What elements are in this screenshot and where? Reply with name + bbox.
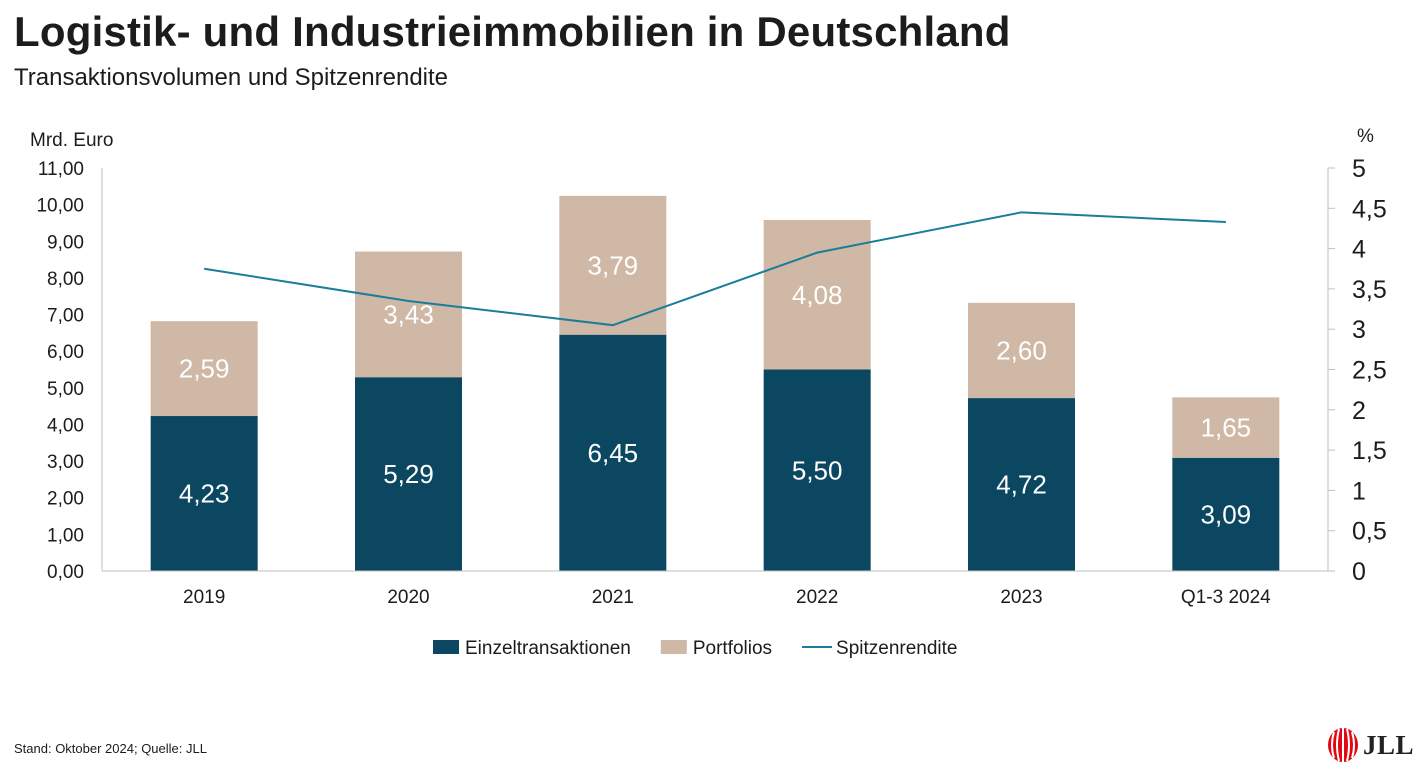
jll-logo: JLL [1327, 727, 1414, 763]
legend-label-einzeltransaktionen: Einzeltransaktionen [465, 638, 631, 659]
right-tick-label: 0 [1352, 558, 1366, 586]
bar-einzeltransaktionen-5 [968, 398, 1075, 571]
data-label-einzeltransaktionen-4: 5,50 [792, 455, 843, 485]
left-tick-label: 9,00 [47, 232, 84, 253]
left-tick-label: 2,00 [47, 489, 84, 510]
legend-swatch-portfolios [660, 640, 687, 654]
right-tick-label: 1,5 [1352, 437, 1387, 465]
right-tick-label: 2,5 [1352, 357, 1387, 385]
left-tick-label: 0,00 [47, 562, 84, 583]
left-tick-label: 10,00 [36, 196, 84, 217]
x-tick-label: 2019 [183, 587, 225, 608]
right-tick-label: 3 [1352, 316, 1366, 344]
bar-portfolios-2 [355, 251, 462, 378]
left-tick-label: 3,00 [47, 452, 84, 473]
chart-title: Logistik- und Industrieimmobilien in Deu… [14, 8, 1011, 55]
bar-einzeltransaktionen-6 [1172, 457, 1280, 571]
left-tick-label: 11,00 [38, 159, 84, 180]
data-label-einzeltransaktionen-6: 3,09 [1201, 499, 1252, 529]
x-tick-label: 2023 [1000, 587, 1042, 608]
data-label-portfolios-6: 1,65 [1201, 413, 1252, 443]
legend-swatch-einzeltransaktionen [433, 640, 459, 654]
data-label-portfolios-2: 3,43 [383, 299, 434, 329]
left-tick-label: 6,00 [47, 342, 84, 363]
legend-label-spitzenrendite: Spitzenrendite [836, 638, 957, 659]
right-tick-label: 4,5 [1352, 195, 1387, 223]
x-tick-label: 2021 [592, 587, 634, 608]
legend-label-portfolios: Portfolios [693, 638, 772, 659]
data-label-portfolios-1: 2,59 [179, 354, 230, 384]
right-tick-label: 2 [1352, 397, 1366, 425]
data-label-einzeltransaktionen-2: 5,29 [383, 459, 434, 489]
right-tick-label: 5 [1352, 155, 1366, 183]
left-tick-label: 8,00 [47, 269, 84, 290]
right-tick-label: 4 [1352, 236, 1366, 264]
line-spitzenrendite [204, 211, 1226, 327]
jll-logo-text: JLL [1363, 729, 1415, 760]
jll-logo-mark-icon [1328, 728, 1358, 762]
bar-portfolios-6 [1172, 397, 1280, 458]
left-tick-label: 7,00 [47, 306, 84, 327]
source-note: Stand: Oktober 2024; Quelle: JLL [14, 741, 207, 756]
left-axis-title: Mrd. Euro [30, 130, 113, 151]
data-label-einzeltransaktionen-5: 4,72 [996, 470, 1047, 500]
data-label-portfolios-5: 2,60 [996, 335, 1047, 365]
data-label-einzeltransaktionen-1: 4,23 [179, 479, 230, 509]
bar-einzeltransaktionen-1 [150, 416, 258, 571]
left-tick-label: 4,00 [47, 415, 84, 436]
left-tick-label: 5,00 [47, 379, 84, 400]
bar-portfolios-1 [150, 321, 258, 417]
bar-einzeltransaktionen-2 [355, 377, 462, 571]
chart-subtitle: Transaktionsvolumen und Spitzenrendite [14, 64, 449, 91]
x-tick-label: 2020 [387, 587, 429, 608]
bar-portfolios-5 [968, 302, 1075, 399]
data-label-portfolios-4: 4,08 [792, 280, 843, 310]
right-tick-label: 3,5 [1352, 276, 1387, 304]
bar-einzeltransaktionen-4 [763, 369, 871, 571]
right-tick-label: 0,5 [1352, 518, 1387, 546]
x-tick-label: Q1-3 2024 [1181, 587, 1271, 608]
right-tick-label: 1 [1352, 477, 1366, 505]
left-tick-label: 1,00 [47, 525, 84, 546]
data-label-portfolios-3: 3,79 [588, 250, 639, 280]
bar-einzeltransaktionen-3 [559, 334, 667, 571]
data-label-einzeltransaktionen-3: 6,45 [588, 438, 639, 468]
x-tick-label: 2022 [796, 587, 838, 608]
right-axis-title: % [1357, 126, 1374, 147]
